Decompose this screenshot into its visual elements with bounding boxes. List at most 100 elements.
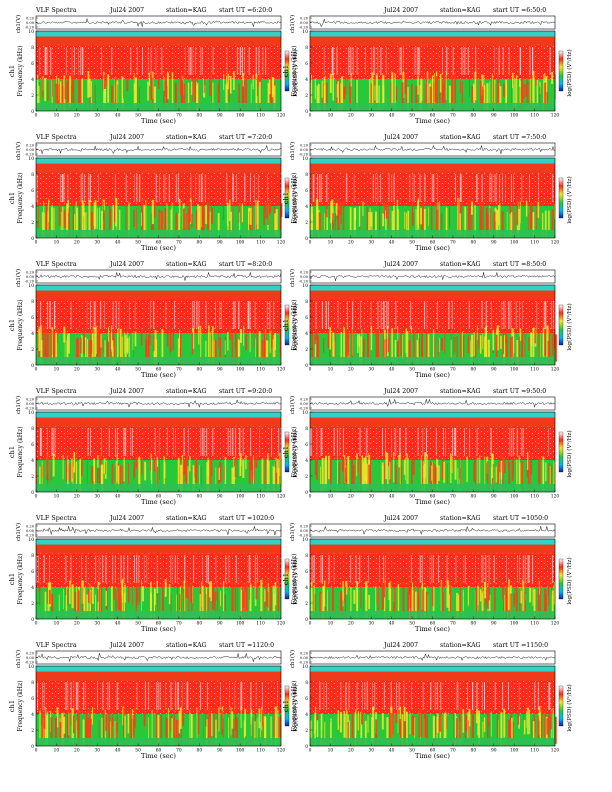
spectra-panel-3: VLF Spectra Jul24 2007 station=KAG start UT…: [8, 133, 299, 252]
spectrogram-streak: [206, 462, 209, 492]
spectrogram-white-streak: [375, 174, 377, 202]
spectrogram-streak: [554, 203, 555, 219]
spectrogram-white-streak: [403, 682, 405, 710]
spectrogram-streak: [432, 716, 435, 739]
colorbar: [558, 304, 564, 346]
spectrogram-streak: [532, 721, 535, 746]
trace-tick-label: -0.20: [25, 26, 35, 30]
freq-tick-label: 8: [31, 427, 34, 432]
spectrogram-streak: [76, 586, 78, 611]
spectrogram-streak: [241, 583, 244, 618]
spectrogram-streak: [486, 708, 489, 746]
spectrogram-speckle: [310, 299, 555, 333]
time-tick-label: 10: [328, 749, 334, 754]
trace-tick-label: 0.00: [300, 656, 309, 660]
spectrogram-streak: [167, 72, 169, 100]
spectrogram-white-streak: [346, 301, 348, 329]
spectrogram-streak: [315, 455, 318, 480]
spectrogram-streak: [126, 78, 129, 92]
spectrogram-white-streak: [105, 555, 107, 583]
spectrogram-streak: [91, 466, 94, 492]
spectrogram-streak: [275, 209, 278, 238]
spectrogram-streak: [161, 211, 163, 230]
spectrogram-streak: [509, 585, 512, 619]
spectrogram-streak: [187, 583, 189, 599]
spectrogram-white-streak: [111, 47, 113, 75]
spectrogram-streak: [69, 463, 71, 481]
spectrogram-streak: [40, 340, 43, 365]
spectrogram-streak: [87, 80, 90, 98]
spectrogram-white-streak: [46, 47, 48, 75]
spectrogram-streak: [356, 590, 358, 619]
spectrogram-streak: [215, 467, 217, 487]
spectrogram-streak: [133, 719, 135, 735]
spectrogram-streak: [520, 590, 523, 604]
spectrogram-streak: [255, 579, 258, 600]
trace-tick-label: -0.20: [25, 534, 35, 538]
spectrogram-streak: [219, 461, 222, 483]
spectrogram-bottom-green: [36, 103, 281, 111]
spectrogram-streak: [63, 716, 66, 734]
spectrogram-white-streak: [515, 301, 517, 329]
freq-tick-label: 6: [305, 443, 308, 448]
spectrogram-streak: [523, 720, 526, 735]
spectrogram-white-streak: [532, 555, 534, 583]
spectrogram-streak: [421, 454, 424, 492]
spectrogram-streak: [135, 207, 137, 238]
colorbar-label: log(PSD) (V²/Hz): [292, 557, 299, 604]
time-tick-label: 90: [491, 241, 497, 246]
spectrogram-white-streak: [373, 47, 375, 75]
spectrogram-streak: [481, 198, 483, 231]
freq-tick-label: 8: [31, 300, 34, 305]
time-tick-label: 90: [217, 368, 223, 373]
freq-tick-label: 10: [302, 665, 308, 670]
spectrogram-white-streak: [388, 301, 389, 329]
spectrogram-streak: [224, 340, 226, 355]
spectrogram-white-streak: [337, 301, 339, 329]
spectrogram-white-streak: [332, 47, 334, 75]
spectrogram-streak: [65, 579, 67, 596]
time-tick-label: 110: [256, 622, 265, 627]
spectrogram-white-streak: [136, 47, 138, 75]
spectrogram-white-streak: [232, 428, 234, 456]
spectrogram-white-streak: [248, 555, 250, 583]
spectrogram-white-streak: [248, 301, 250, 329]
spectrogram-white-streak: [83, 682, 85, 710]
spectrogram-streak: [154, 587, 155, 617]
spectrogram-streak: [485, 590, 488, 604]
spectrogram-streak: [507, 587, 510, 611]
spectrogram-white-streak: [319, 682, 321, 710]
spectrogram-streak: [416, 339, 419, 365]
spectrogram-white-streak: [187, 682, 189, 710]
spectrogram-streak: [436, 209, 438, 238]
spectrogram-white-streak: [114, 555, 116, 583]
ch1-trace-line: [35, 271, 282, 281]
time-tick-label: 40: [115, 749, 121, 754]
spectrogram-streak: [434, 76, 437, 103]
spectrogram-white-streak: [490, 428, 492, 456]
spectrogram-streak: [113, 331, 114, 347]
freq-tick-label: 10: [28, 30, 34, 35]
spectrogram-streak: [99, 207, 101, 238]
spectrogram-white-streak: [537, 682, 539, 710]
spectrogram-upper-red: [310, 671, 555, 681]
time-tick-label: 90: [491, 749, 497, 754]
spectrogram-streak: [466, 456, 468, 483]
spectrogram-streak: [74, 459, 77, 484]
freq-axis-label: Frequency (kHz): [17, 172, 24, 223]
spectrogram-streak: [481, 74, 483, 96]
spectrogram-white-streak: [240, 682, 243, 710]
ch1-trace-line: [35, 399, 282, 409]
time-tick-label: 10: [54, 749, 60, 754]
spectrogram-streak: [404, 457, 406, 481]
ch1-trace-line: [35, 525, 282, 535]
trace-axis-label: ch1(V): [15, 15, 22, 33]
spectrogram-streak: [475, 587, 478, 619]
spectrogram-streak: [513, 593, 515, 608]
spectrogram-white-streak: [543, 301, 545, 329]
ch1-trace-line: [309, 144, 556, 154]
spectrogram-streak: [71, 584, 74, 609]
spectrogram-streak: [52, 330, 55, 355]
spectrogram-streak: [476, 709, 479, 724]
freq-tick-label: 2: [31, 348, 34, 353]
